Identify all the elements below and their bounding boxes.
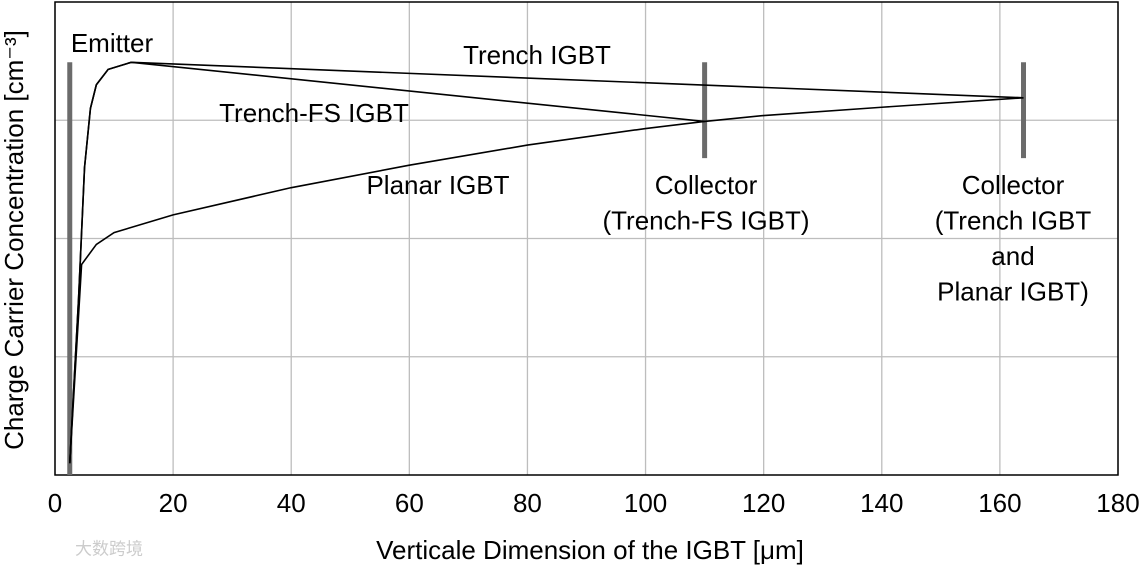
watermark: 大数跨境	[75, 539, 143, 558]
annotation: Collector	[655, 170, 758, 200]
x-tick-label: 160	[978, 488, 1021, 518]
x-tick-label: 120	[742, 488, 785, 518]
x-tick-label: 140	[860, 488, 903, 518]
x-tick-label: 100	[624, 488, 667, 518]
series-line	[68, 96, 1024, 464]
annotation: Trench-FS IGBT	[219, 98, 409, 128]
series-line	[68, 61, 1024, 464]
plot-frame	[54, 1, 1119, 476]
annotation: Emitter	[71, 28, 154, 58]
annotation: Planar IGBT)	[937, 276, 1089, 306]
x-tick-label: 60	[395, 488, 424, 518]
y-axis-label: Charge Carrier Concentration [cm⁻³]	[0, 30, 29, 450]
annotation: (Trench IGBT	[935, 205, 1092, 235]
x-tick-label: 180	[1096, 488, 1139, 518]
annotation: Collector	[962, 170, 1065, 200]
series-line	[68, 61, 705, 464]
annotation: Trench IGBT	[463, 40, 611, 70]
x-tick-label: 40	[277, 488, 306, 518]
x-tick-label: 20	[159, 488, 188, 518]
x-axis-label: Verticale Dimension of the IGBT [μm]	[376, 535, 804, 565]
annotation: and	[991, 241, 1034, 271]
x-tick-label: 80	[513, 488, 542, 518]
annotation: (Trench-FS IGBT)	[602, 205, 809, 235]
x-tick-label: 0	[48, 488, 62, 518]
annotation: Planar IGBT	[366, 170, 509, 200]
